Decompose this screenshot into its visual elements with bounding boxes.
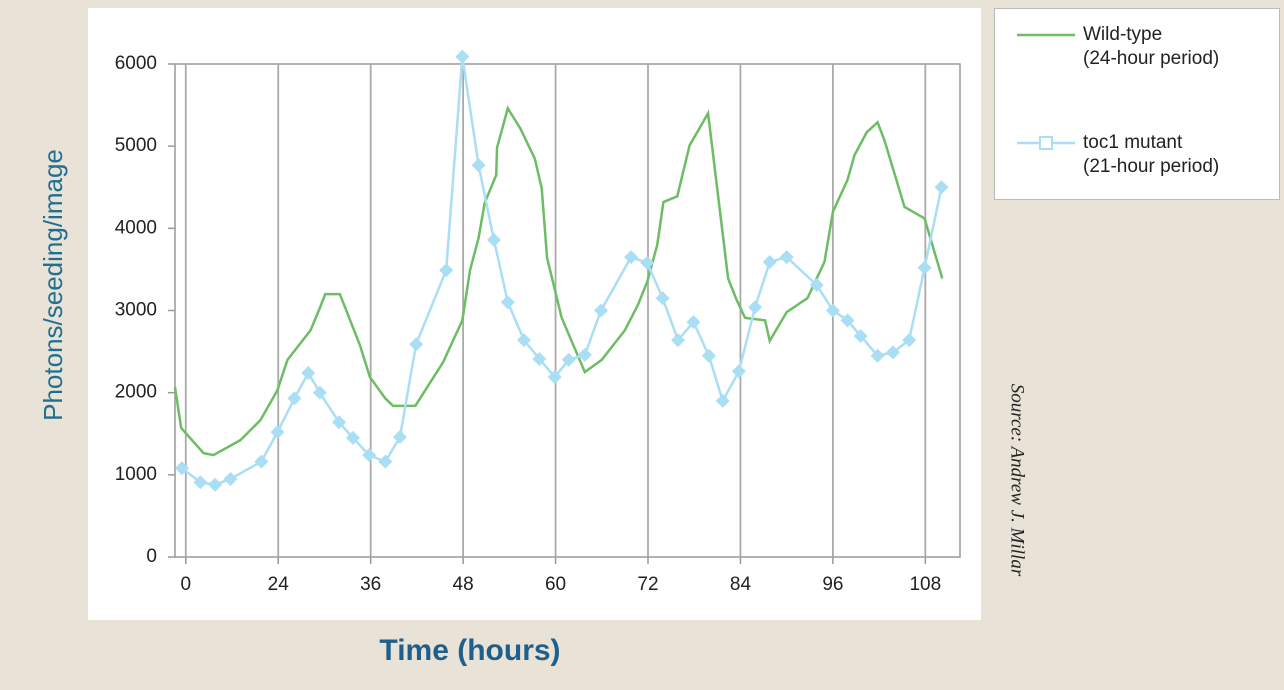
data-point: [208, 477, 223, 492]
x-tick-label: 36: [360, 574, 381, 595]
data-point: [254, 454, 269, 469]
data-point: [223, 471, 238, 486]
data-point: [471, 158, 486, 173]
y-tick-label: 5000: [115, 135, 157, 156]
data-point: [840, 313, 855, 328]
data-point: [731, 364, 746, 379]
data-point: [853, 328, 868, 343]
legend-item: toc1 mutant (21-hour period): [1017, 131, 1219, 179]
legend-item: Wild-type (24-hour period): [1017, 23, 1219, 71]
data-point: [301, 365, 316, 380]
data-point: [409, 337, 424, 352]
data-point: [779, 250, 794, 265]
y-tick-label: 0: [146, 546, 157, 567]
x-tick-label: 48: [453, 574, 474, 595]
y-tick-label: 3000: [115, 300, 157, 321]
data-point: [715, 393, 730, 408]
x-tick-label: 84: [730, 574, 752, 595]
x-tick-label: 60: [545, 574, 566, 595]
x-tick-label: 0: [180, 574, 191, 595]
data-point: [193, 475, 208, 490]
data-point: [885, 345, 900, 360]
series-line: [181, 56, 943, 486]
x-axis-label: Time (hours): [379, 634, 560, 667]
data-point: [312, 385, 327, 400]
legend: Wild-type (24-hour period) toc1 mutant (2…: [994, 8, 1280, 200]
data-point: [547, 370, 562, 385]
data-point: [594, 303, 609, 318]
x-tick-label: 96: [822, 574, 843, 595]
source-note: Source: Andrew J. Millar: [1007, 384, 1028, 577]
data-point: [561, 352, 576, 367]
y-tick-label: 2000: [115, 382, 157, 403]
data-point: [917, 260, 932, 275]
data-point: [486, 232, 501, 247]
x-tick-label: 108: [909, 574, 941, 595]
data-point: [624, 250, 639, 265]
data-point: [655, 291, 670, 306]
legend-swatch: [1017, 136, 1075, 150]
data-point: [439, 263, 454, 278]
data-point: [934, 180, 949, 195]
data-point: [577, 347, 592, 362]
y-tick-label: 4000: [115, 217, 157, 238]
data-point: [825, 303, 840, 318]
data-point: [640, 255, 655, 270]
data-point: [392, 430, 407, 445]
data-point: [455, 49, 470, 64]
data-point: [174, 461, 189, 476]
data-point: [270, 425, 285, 440]
data-point: [345, 430, 360, 445]
y-tick-label: 6000: [115, 53, 157, 74]
data-point: [870, 348, 885, 363]
data-point: [500, 295, 515, 310]
data-point: [332, 415, 347, 430]
data-point: [686, 315, 701, 330]
y-axis-label: Photons/seeding/image: [38, 149, 68, 421]
series-line: [173, 105, 944, 457]
data-point: [516, 333, 531, 348]
x-tick-label: 24: [268, 574, 290, 595]
x-tick-label: 72: [637, 574, 658, 595]
y-tick-label: 1000: [115, 464, 157, 485]
data-point: [902, 333, 917, 348]
data-point: [809, 278, 824, 293]
legend-swatch: [1017, 33, 1075, 37]
legend-label: Wild-type (24-hour period): [1083, 24, 1220, 69]
data-point: [287, 391, 302, 406]
legend-marker: [1039, 136, 1053, 150]
data-point: [671, 333, 686, 348]
legend-label: toc1 mutant (21-hour period): [1083, 132, 1220, 177]
data-point: [532, 351, 547, 366]
data-point: [701, 348, 716, 363]
data-point: [748, 300, 763, 315]
data-point: [362, 448, 377, 463]
data-point: [762, 255, 777, 270]
data-point: [378, 454, 393, 469]
